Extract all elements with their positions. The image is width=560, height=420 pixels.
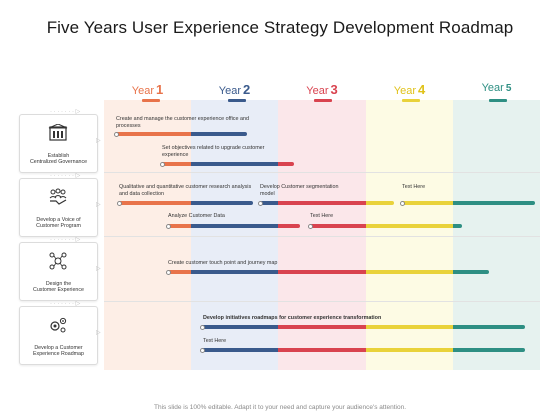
governance-building-icon: [48, 124, 68, 141]
task-label: Text Here: [203, 338, 227, 344]
task-start-dot: [200, 324, 205, 330]
task-start-dot: [258, 200, 263, 206]
task-start-dot: [400, 200, 405, 206]
task-label: Text Here: [402, 184, 426, 190]
year-1-header: Year 1: [131, 82, 164, 97]
connector-dots: · · · · · · · ▷: [50, 173, 81, 179]
page-title: Five Years User Experience Strategy Deve…: [46, 18, 514, 37]
footer-note: This slide is 100% editable. Adapt it to…: [153, 404, 406, 411]
row-divider: [104, 172, 540, 173]
arrow-icon: ▷: [96, 330, 101, 336]
row-label-roadmap: Develop a Customer Experience Roadmap: [33, 345, 84, 358]
task-start-dot: [166, 269, 171, 275]
year-3-column: [278, 100, 366, 370]
year-2-header: Year 2: [218, 82, 251, 97]
voice-of-customer-icon: [49, 188, 67, 205]
task-start-dot: [114, 131, 119, 137]
task-label: Qualitative and quantitative customer re…: [119, 184, 252, 197]
arrow-icon: ▷: [96, 266, 101, 272]
year-2-underline: [228, 99, 246, 102]
task-start-dot: [160, 161, 165, 167]
task-label: Create and manage the customer experienc…: [116, 116, 249, 129]
task-label: Text Here: [310, 213, 334, 219]
row-card-governance: Establish Centralized Governance: [19, 114, 98, 173]
task-bar: [202, 325, 525, 329]
year-4-column: [366, 100, 453, 370]
row-label-voice: Develop a Voice of Customer Program: [36, 217, 81, 230]
connector-dots: · · · · · · · ▷: [50, 237, 81, 243]
row-divider: [104, 301, 540, 302]
connector-dots: · · · · · · · ▷: [50, 301, 81, 307]
row-card-voice: Develop a Voice of Customer Program: [19, 178, 98, 237]
connector-dots: · · · · · · · ▷: [50, 109, 81, 115]
year-1-column: [104, 100, 191, 370]
customer-experience-icon: [49, 252, 67, 270]
task-start-dot: [166, 223, 171, 229]
task-bar: [402, 201, 535, 205]
gears-roadmap-icon: [50, 317, 67, 333]
row-label-design: Design the Customer Experience: [33, 281, 84, 294]
row-divider: [104, 236, 540, 237]
year-2-column: [191, 100, 278, 370]
row-card-design: Design the Customer Experience: [19, 242, 98, 301]
task-bar: [116, 132, 247, 136]
task-start-dot: [200, 347, 205, 353]
row-card-roadmap: Develop a Customer Experience Roadmap: [19, 306, 98, 365]
task-label: Set objectives related to upgrade custom…: [162, 145, 265, 158]
task-bar: [310, 224, 462, 228]
task-label: Develop initiatives roadmaps for custome…: [203, 315, 382, 321]
task-bar: [260, 201, 394, 205]
task-bar: [168, 224, 300, 228]
task-start-dot: [308, 223, 313, 229]
task-label: Analyze Customer Data: [168, 213, 225, 219]
task-bar: [119, 201, 253, 205]
year-5-underline: [489, 99, 507, 102]
year-5-header: Year 5: [481, 82, 512, 94]
year-4-underline: [402, 99, 420, 102]
task-label: Create customer touch point and journey …: [168, 260, 278, 266]
task-bar: [202, 348, 525, 352]
year-4-header: Year 4: [393, 82, 426, 97]
arrow-icon: ▷: [96, 138, 101, 144]
task-start-dot: [117, 200, 122, 206]
year-3-underline: [314, 99, 332, 102]
arrow-icon: ▷: [96, 202, 101, 208]
year-5-column: [453, 100, 540, 370]
task-bar: [168, 270, 489, 274]
row-label-governance: Establish Centralized Governance: [29, 153, 88, 166]
year-3-header: Year 3: [306, 82, 338, 97]
year-1-underline: [142, 99, 160, 102]
task-label: Develop Customer segmentation model: [260, 184, 339, 197]
task-bar: [162, 162, 294, 166]
